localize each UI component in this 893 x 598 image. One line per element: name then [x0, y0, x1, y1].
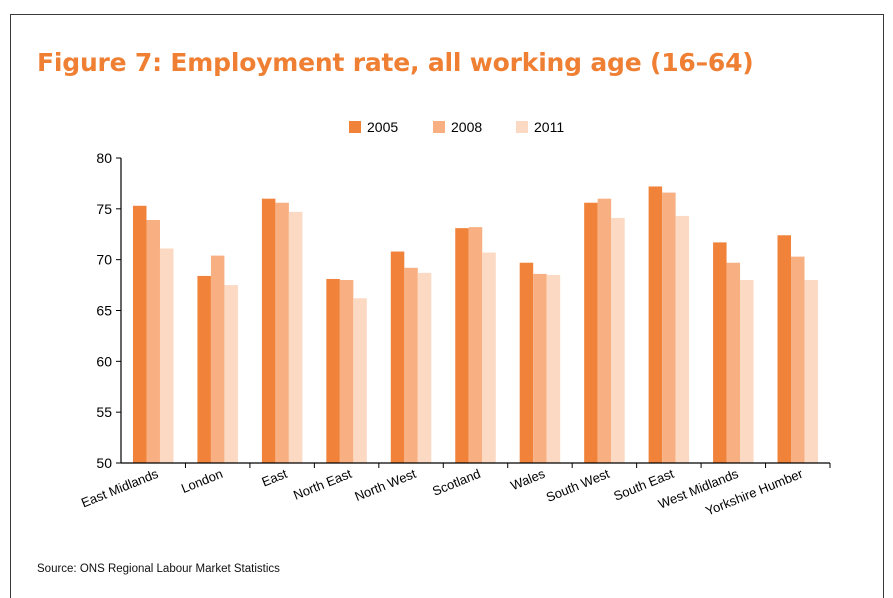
x-tick-label-scotland: Scotland [430, 466, 483, 499]
legend-label-2005: 2005 [367, 119, 398, 135]
bar-yorkshire-humber-2005 [777, 235, 792, 463]
bar-south-east-2011 [675, 215, 690, 463]
source-note: Source: ONS Regional Labour Market Stati… [37, 563, 280, 575]
bar-london-2005 [197, 275, 211, 463]
bar-south-west-2011 [611, 217, 625, 463]
legend-swatch-2008 [433, 121, 445, 133]
x-tick-label-east: East [260, 466, 290, 490]
y-tick-label-80: 80 [96, 150, 112, 166]
x-tick-label-wales: Wales [508, 466, 547, 493]
y-tick-label-70: 70 [96, 252, 112, 268]
bar-london-2011 [224, 285, 238, 463]
bar-east-midlands-2008 [146, 220, 160, 463]
x-tick-label-london: London [179, 466, 225, 496]
bar-east-2008 [275, 202, 289, 464]
y-tick-label-60: 60 [96, 353, 112, 369]
bar-london-2008 [210, 255, 225, 463]
bar-south-east-2008 [662, 192, 676, 463]
bar-north-east-2008 [339, 280, 354, 463]
bar-south-east-2005 [648, 186, 663, 463]
bar-yorkshire-humber-2008 [791, 256, 805, 463]
bar-yorkshire-humber-2011 [804, 280, 819, 463]
bar-west-midlands-2011 [740, 280, 754, 463]
figure-frame [10, 14, 884, 598]
bar-east-midlands-2005 [132, 205, 147, 463]
bar-scotland-2008 [468, 227, 483, 463]
x-tick-label-north-west: North West [352, 466, 418, 504]
y-tick-label-65: 65 [96, 303, 112, 319]
bar-north-west-2011 [417, 272, 432, 463]
bar-east-midlands-2011 [159, 248, 174, 463]
bar-west-midlands-2005 [713, 242, 727, 463]
bar-north-west-2008 [404, 267, 418, 463]
y-tick-label-75: 75 [96, 201, 112, 217]
bar-east-2011 [288, 211, 303, 463]
legend-swatch-2011 [516, 121, 528, 133]
x-tick-label-south-west: South West [544, 466, 612, 505]
legend-swatch-2005 [349, 121, 361, 133]
bar-wales-2008 [533, 273, 547, 463]
bar-south-west-2005 [584, 202, 598, 464]
y-tick-label-50: 50 [96, 455, 112, 471]
x-tick-label-east-midlands: East Midlands [79, 466, 161, 511]
legend-label-2008: 2008 [451, 119, 482, 135]
bar-south-west-2008 [597, 198, 612, 464]
bar-north-west-2005 [390, 251, 405, 463]
bar-scotland-2005 [455, 228, 469, 463]
y-tick-label-55: 55 [96, 404, 112, 420]
bar-north-east-2011 [353, 298, 367, 463]
bar-wales-2011 [546, 274, 561, 463]
bar-wales-2005 [519, 262, 534, 463]
bar-east-2005 [261, 198, 276, 464]
bars [132, 186, 819, 464]
x-tick-label-north-east: North East [291, 466, 354, 503]
figure-title: Figure 7: Employment rate, all working a… [37, 48, 754, 77]
bar-west-midlands-2008 [726, 262, 741, 463]
legend-label-2011: 2011 [534, 119, 564, 135]
legend: 2005 2008 2011 [349, 119, 564, 135]
bar-north-east-2005 [326, 278, 340, 463]
bar-scotland-2011 [482, 252, 496, 463]
